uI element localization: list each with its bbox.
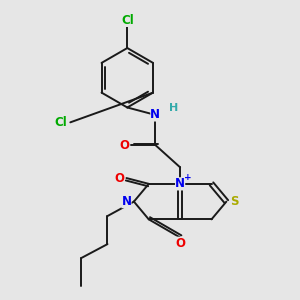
Text: +: + xyxy=(184,173,191,182)
Text: O: O xyxy=(175,237,185,250)
Text: N: N xyxy=(150,108,161,122)
Text: Cl: Cl xyxy=(55,116,68,129)
Text: S: S xyxy=(230,195,239,208)
Text: Cl: Cl xyxy=(121,14,134,27)
Text: O: O xyxy=(119,139,129,152)
Text: H: H xyxy=(169,103,178,113)
Text: N: N xyxy=(122,195,131,208)
Text: O: O xyxy=(114,172,124,184)
Text: N: N xyxy=(175,177,185,190)
